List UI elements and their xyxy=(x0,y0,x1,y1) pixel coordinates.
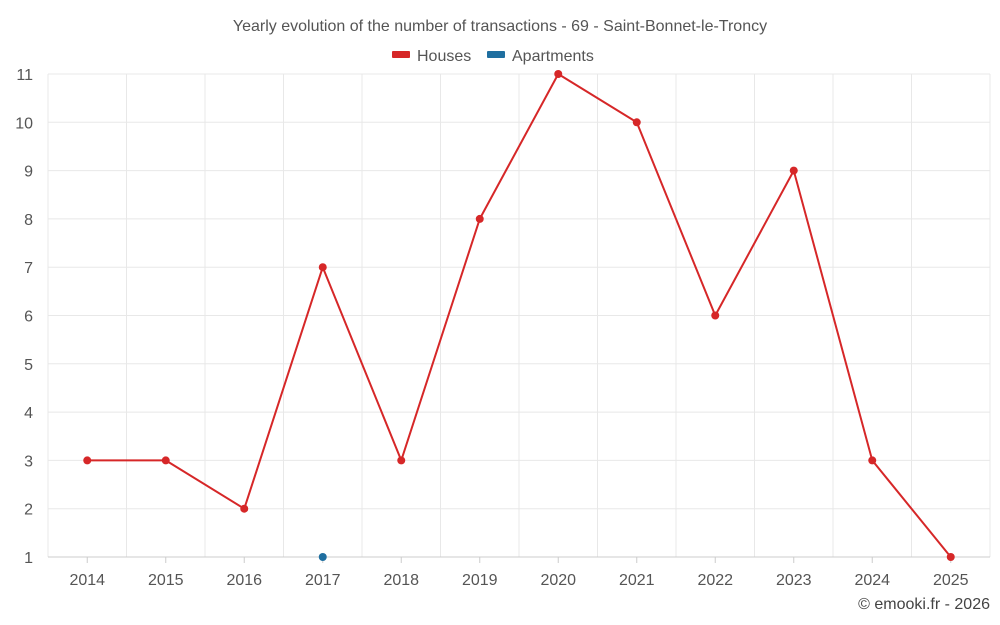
y-tick-label-10: 10 xyxy=(15,115,33,132)
y-tick-label-3: 3 xyxy=(24,453,33,470)
legend-label-houses: Houses xyxy=(417,48,471,65)
data-point-houses-2025[interactable] xyxy=(946,553,955,561)
legend-item-houses[interactable]: Houses xyxy=(392,48,471,65)
y-tick-label-6: 6 xyxy=(24,309,33,326)
x-tick-label-2016: 2016 xyxy=(226,572,262,589)
chart-title: Yearly evolution of the number of transa… xyxy=(233,18,767,35)
data-point-houses-2023[interactable] xyxy=(789,166,798,175)
legend-item-apartments[interactable]: Apartments xyxy=(487,48,594,65)
data-point-houses-2020[interactable] xyxy=(554,70,563,78)
data-point-houses-2015[interactable] xyxy=(161,456,170,465)
x-tick-label-2018: 2018 xyxy=(383,572,419,589)
legend: Houses Apartments xyxy=(392,48,594,65)
x-tick-label-2015: 2015 xyxy=(148,572,184,589)
data-point-houses-2014[interactable] xyxy=(83,456,92,465)
series-houses xyxy=(83,70,955,561)
y-tick-label-7: 7 xyxy=(24,260,33,277)
data-point-apartments-2017[interactable] xyxy=(318,553,327,561)
series-line-houses xyxy=(87,73,952,558)
y-tick-label-4: 4 xyxy=(24,405,33,422)
y-tick-label-2: 2 xyxy=(24,502,33,519)
x-tick-label-2024: 2024 xyxy=(854,572,890,589)
series-apartments xyxy=(318,553,327,561)
x-tick-label-2017: 2017 xyxy=(305,572,341,589)
y-tick-label-5: 5 xyxy=(24,357,33,374)
x-tick-label-2025: 2025 xyxy=(933,572,969,589)
data-point-houses-2022[interactable] xyxy=(711,311,720,320)
x-tick-label-2023: 2023 xyxy=(776,572,812,589)
y-tick-label-1: 1 xyxy=(24,550,33,567)
legend-swatch-houses xyxy=(392,51,410,58)
x-tick-label-2021: 2021 xyxy=(619,572,655,589)
x-tick-labels: 2014 2015 2016 2017 2018 2019 2020 2021 2022 2023… xyxy=(69,572,968,589)
y-tick-label-8: 8 xyxy=(24,212,33,229)
legend-swatch-apartments xyxy=(487,51,505,58)
data-point-houses-2017[interactable] xyxy=(318,263,327,272)
data-point-houses-2018[interactable] xyxy=(397,456,406,465)
data-point-houses-2019[interactable] xyxy=(475,214,484,223)
x-tick-label-2014: 2014 xyxy=(69,572,105,589)
y-tick-labels: 1 2 3 4 5 6 7 8 9 10 11 xyxy=(15,67,33,567)
y-tick-label-11: 11 xyxy=(16,67,33,84)
legend-label-apartments: Apartments xyxy=(512,48,594,65)
data-point-houses-2016[interactable] xyxy=(240,504,249,513)
series-layer xyxy=(83,70,955,561)
data-point-houses-2021[interactable] xyxy=(632,118,641,127)
credit-text: © emooki.fr - 2026 xyxy=(858,596,990,613)
x-tick-label-2019: 2019 xyxy=(462,572,498,589)
grid-lines xyxy=(47,73,991,557)
x-tick-label-2022: 2022 xyxy=(697,572,733,589)
axes xyxy=(48,556,990,563)
x-tick-label-2020: 2020 xyxy=(540,572,576,589)
data-point-houses-2024[interactable] xyxy=(868,456,877,465)
y-tick-label-9: 9 xyxy=(24,164,33,181)
